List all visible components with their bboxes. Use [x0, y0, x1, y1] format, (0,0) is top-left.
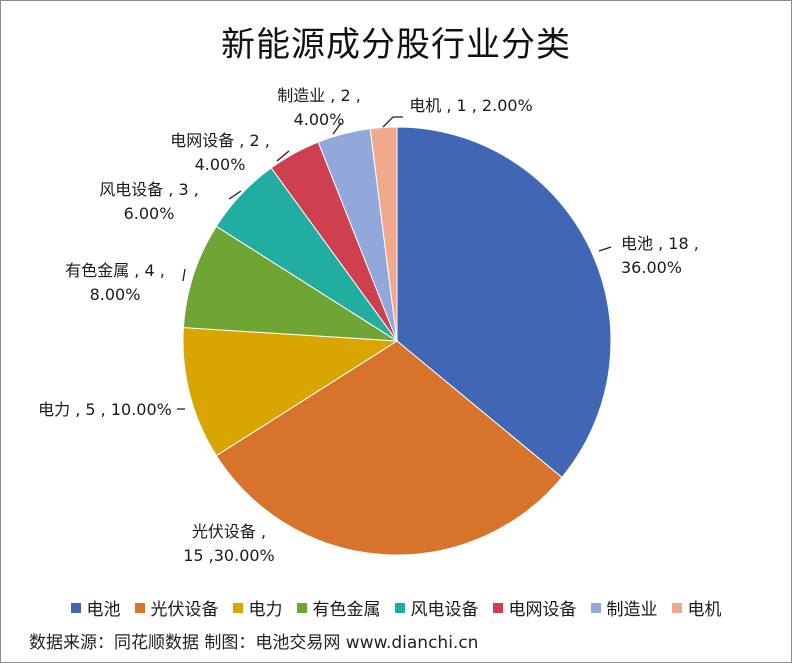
legend-label: 电机	[687, 600, 722, 620]
legend-swatch	[232, 602, 243, 613]
legend-label: 电力	[248, 600, 283, 620]
data-label-1: 光伏设备 , 15 ,30.00%	[183, 522, 275, 565]
legend-item-1: 光伏设备	[134, 595, 219, 620]
pie-slice-0	[396, 126, 612, 479]
legend-label: 风电设备	[410, 600, 479, 620]
legend-label: 制造业	[606, 600, 658, 620]
legend-swatch	[590, 602, 601, 613]
legend-item-7: 电机	[671, 595, 722, 620]
leader-line-4	[228, 190, 242, 200]
legend-item-2: 电力	[232, 595, 283, 620]
data-label-2: 电力 , 5 , 10.00%	[38, 400, 172, 419]
pie-slice-3	[182, 225, 398, 342]
legend-item-5: 电网设备	[492, 595, 577, 620]
legend-item-6: 制造业	[590, 595, 658, 620]
legend-label: 光伏设备	[150, 600, 219, 620]
data-label-3: 有色金属 , 4 , 8.00%	[65, 261, 165, 304]
legend-swatch	[492, 602, 503, 613]
legend-item-0: 电池	[70, 595, 121, 620]
pie-slice-7	[369, 126, 398, 342]
chart-title: 新能源成分股行业分类	[221, 25, 571, 65]
pie-slice-1	[215, 340, 563, 556]
leader-line-3	[182, 268, 186, 282]
leader-line-7	[382, 116, 403, 128]
leader-line-0	[598, 246, 612, 252]
leader-line-6	[332, 122, 342, 135]
legend-item-3: 有色金属	[296, 595, 381, 620]
legend-swatch	[134, 602, 145, 613]
leader-line-5	[276, 150, 290, 162]
chart-legend: 电池 光伏设备 电力 有色金属 风电设备 电网设备 制造业 电机	[1, 595, 791, 620]
data-label-7: 电机 , 1 , 2.00%	[409, 96, 533, 115]
legend-swatch	[394, 602, 405, 613]
pie-slice-2	[182, 327, 399, 457]
legend-swatch	[671, 602, 682, 613]
legend-label: 有色金属	[312, 600, 381, 620]
legend-label: 电网设备	[508, 600, 577, 620]
source-note: 数据来源：同花顺数据 制图：电池交易网 www.dianchi.cn	[29, 633, 479, 653]
legend-swatch	[70, 602, 81, 613]
data-label-4: 风电设备 , 3 , 6.00%	[99, 180, 199, 223]
legend-swatch	[296, 602, 307, 613]
legend-item-4: 风电设备	[394, 595, 479, 620]
data-label-5: 电网设备 , 2 , 4.00%	[170, 131, 270, 174]
legend-label: 电池	[86, 600, 121, 620]
data-label-0: 电池 , 18 , 36.00%	[621, 234, 699, 277]
data-label-6: 制造业 , 2 , 4.00%	[277, 86, 361, 129]
